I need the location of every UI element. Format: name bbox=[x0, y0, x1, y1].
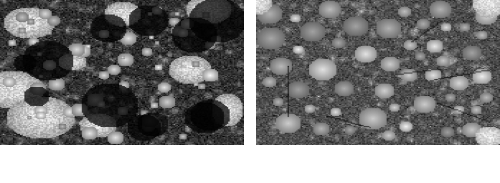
Text: 000019: 000019 bbox=[456, 164, 488, 173]
Text: 1μm: 1μm bbox=[120, 168, 136, 177]
Text: 15kV  X15,000: 15kV X15,000 bbox=[268, 164, 338, 173]
Text: 15kV  X15,000: 15kV X15,000 bbox=[12, 164, 82, 173]
Text: 1μm: 1μm bbox=[376, 168, 392, 177]
Text: 000015: 000015 bbox=[200, 164, 232, 173]
